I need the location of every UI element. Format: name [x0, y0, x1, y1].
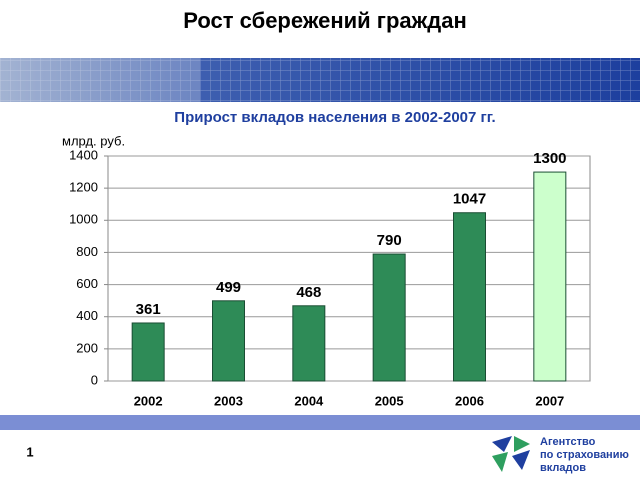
bar [212, 300, 245, 382]
x-tick-label: 2007 [535, 393, 564, 408]
plot-frame [107, 155, 591, 382]
value-label: 790 [377, 232, 402, 249]
bar [372, 253, 406, 382]
value-label: 1047 [453, 191, 486, 208]
y-tick-label: 400 [76, 308, 98, 323]
footer-band [0, 415, 640, 430]
y-tick-label: 1200 [69, 180, 98, 195]
page-number: 1 [26, 444, 33, 459]
x-tick-label: 2004 [294, 393, 324, 408]
value-label: 499 [216, 279, 241, 296]
logo-icon [492, 436, 530, 472]
bar [533, 171, 567, 382]
value-label: 361 [136, 301, 161, 318]
logo-text: вкладов [540, 462, 586, 474]
value-label: 468 [296, 284, 321, 301]
x-tick-label: 2006 [455, 393, 484, 408]
chart-title: Прирост вкладов населения в 2002-2007 гг… [174, 109, 495, 126]
logo-text: Агентство [540, 436, 596, 448]
y-tick-label: 600 [76, 276, 98, 291]
x-tick-label: 2002 [134, 393, 163, 408]
value-label: 1300 [533, 150, 566, 167]
slide-title: Рост сбережений граждан [183, 8, 466, 33]
bar [131, 322, 165, 382]
y-tick-label: 1000 [69, 212, 98, 227]
y-tick-label: 1400 [69, 147, 98, 162]
x-tick-label: 2003 [214, 393, 243, 408]
bar [292, 305, 326, 382]
banner [0, 58, 640, 102]
y-tick-label: 200 [76, 340, 98, 355]
bar [453, 212, 486, 382]
y-tick-label: 0 [91, 372, 98, 387]
logo-text: по страхованию [540, 449, 629, 461]
y-tick-label: 800 [76, 244, 98, 259]
x-tick-label: 2005 [375, 393, 404, 408]
y-axis-label: млрд. руб. [62, 133, 125, 148]
